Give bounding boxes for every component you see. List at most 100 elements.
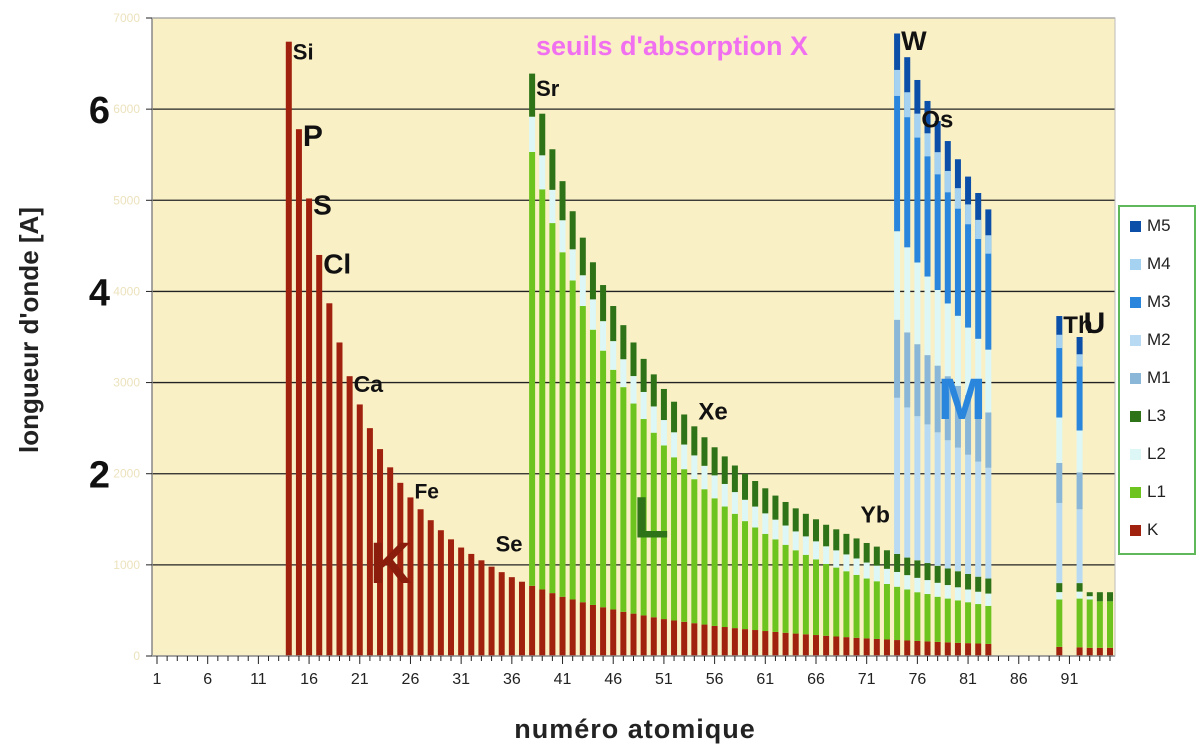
y-tick-label: 4: [89, 272, 110, 314]
bar-K: [569, 599, 576, 656]
bar-K: [660, 619, 667, 656]
bar-L2: [863, 562, 870, 579]
bar-L3: [569, 211, 576, 250]
bar-L1: [873, 581, 880, 639]
chart-title: seuils d'absorption X: [536, 31, 808, 61]
bar-M2: [914, 416, 921, 561]
bar-L1: [833, 567, 840, 637]
bar-M1: [954, 385, 961, 448]
legend-swatch: [1130, 524, 1141, 536]
bar-L2: [782, 525, 789, 545]
y-tick-label-minor: 5000: [113, 193, 140, 207]
bar-M2: [924, 424, 931, 564]
bar-L2: [1056, 592, 1063, 600]
bar-M2: [965, 327, 972, 396]
bar-L2: [823, 546, 830, 564]
bar-K: [985, 643, 992, 656]
bar-K: [417, 509, 424, 656]
bar-L1: [1096, 601, 1103, 648]
bar-K: [894, 640, 901, 656]
bar-L1: [650, 432, 657, 618]
bar-L2: [731, 492, 738, 514]
x-tick-labels: 1 6 11 16 21 26 31 36 41 46 51 56 61 66 71 76 81 86 91: [153, 671, 1079, 688]
bar-L1: [681, 469, 688, 622]
bar-L3: [671, 401, 678, 433]
bar-L2: [721, 483, 728, 507]
x-tick-label: 11: [250, 671, 267, 688]
bar-M5: [894, 33, 901, 70]
bar-L3: [589, 262, 596, 300]
legend-swatch: [1130, 372, 1141, 384]
bar-L3: [812, 519, 819, 542]
bar-M5: [985, 209, 992, 236]
y-tick-label: 2: [89, 455, 110, 497]
bar-M2: [924, 276, 931, 356]
x-tick-label: 66: [807, 671, 825, 688]
bar-L1: [671, 457, 678, 621]
bar-M2: [894, 397, 901, 554]
bar-K: [407, 497, 414, 656]
bar-L1: [549, 223, 556, 594]
bar-K: [833, 636, 840, 656]
bar-K: [792, 633, 799, 656]
bar-L3: [711, 447, 718, 476]
bar-L2: [579, 275, 586, 307]
bar-M4: [985, 235, 992, 254]
bar-L1: [691, 479, 698, 624]
y-tick-label-minor: 4000: [113, 284, 140, 298]
bar-L3: [975, 576, 982, 592]
x-tick-label: 56: [706, 671, 724, 688]
bar-M3: [965, 204, 972, 328]
bar-L3: [691, 426, 698, 456]
bar-L1: [914, 592, 921, 641]
legend-swatch: [1130, 258, 1141, 270]
y-tick-label-minor: 1000: [113, 558, 140, 572]
bar-L3: [843, 533, 850, 555]
bar-L3: [1056, 583, 1063, 593]
element-label: Ca: [354, 371, 384, 397]
bar-K: [579, 602, 586, 656]
bar-L2: [600, 321, 607, 351]
legend-label: M4: [1147, 254, 1171, 273]
bar-K: [914, 640, 921, 656]
bar-L3: [630, 342, 637, 377]
bar-L1: [701, 489, 708, 625]
bar-L2: [894, 571, 901, 587]
bar-K: [589, 604, 596, 656]
bar-M1: [934, 365, 941, 433]
bar-L3: [752, 481, 759, 507]
legend-item: M1: [1130, 367, 1171, 389]
y-tick-labels: 0 1000 2000 3000 4000 5000 6000 7000 2 4 6: [89, 11, 140, 663]
legend-label: L3: [1147, 406, 1166, 425]
bar-L1: [742, 521, 749, 630]
bar-M4: [924, 133, 931, 157]
bar-K: [650, 617, 657, 656]
bar-K: [448, 539, 455, 656]
x-tick-label: 1: [153, 671, 162, 688]
bar-K: [802, 634, 809, 656]
bar-K: [975, 643, 982, 656]
bar-K: [671, 620, 678, 656]
element-label: Se: [496, 532, 523, 557]
bar-L2: [742, 499, 749, 522]
bar-M2: [944, 440, 951, 569]
bar-K: [306, 198, 313, 656]
bar-M5: [965, 176, 972, 205]
bar-K: [823, 635, 830, 656]
x-tick-label: 21: [351, 671, 369, 688]
bar-M1: [1056, 462, 1063, 503]
bar-M2: [914, 262, 921, 345]
bar-L3: [701, 437, 708, 466]
bar-L1: [883, 583, 890, 640]
bar-L2: [934, 582, 941, 597]
bar-L3: [833, 529, 840, 551]
element-label: Th: [1063, 312, 1092, 339]
bar-L3: [620, 325, 627, 360]
bar-L3: [731, 465, 738, 493]
legend-label: M5: [1147, 216, 1171, 235]
bar-L1: [579, 306, 586, 603]
bar-L2: [833, 550, 840, 568]
bar-K: [488, 566, 495, 656]
bar-M3: [1076, 354, 1083, 431]
x-tick-label: 91: [1061, 671, 1079, 688]
